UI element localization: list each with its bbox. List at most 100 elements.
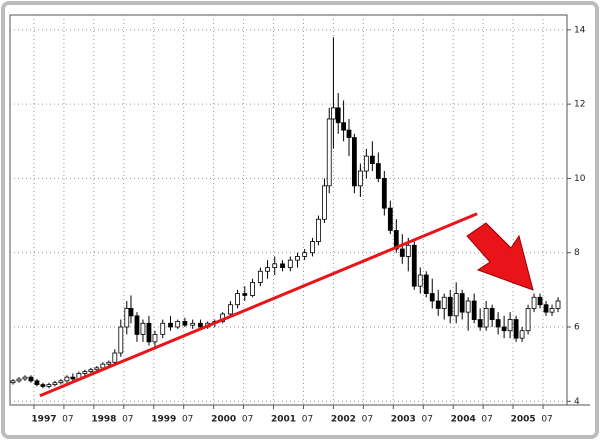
candle-body — [52, 382, 58, 385]
candle-body — [100, 363, 106, 369]
candle-body — [537, 296, 543, 306]
candle-body — [106, 361, 112, 365]
y-tick-label: 8 — [574, 248, 580, 258]
candle-body — [118, 326, 124, 354]
candle-body — [22, 376, 28, 380]
candle-body — [265, 267, 270, 272]
x-tick-label: 1997 — [31, 415, 56, 425]
candle-body — [272, 263, 278, 268]
x-tick-label: 07 — [362, 415, 373, 425]
candle-body — [465, 300, 471, 313]
candle-body — [429, 293, 435, 302]
x-tick-label: 07 — [122, 415, 133, 425]
candle-body — [471, 300, 477, 320]
candle-body — [198, 322, 203, 328]
candle-body — [441, 296, 447, 309]
candle-body — [280, 263, 285, 268]
candle-body — [58, 380, 64, 384]
candle-body — [310, 241, 315, 254]
y-tick-label: 10 — [574, 174, 586, 184]
y-tick-label: 4 — [574, 397, 580, 407]
candle-body — [341, 122, 347, 131]
candle-body — [399, 248, 405, 257]
candle-body — [351, 137, 357, 187]
candle-body — [112, 352, 118, 363]
candle-body — [459, 293, 465, 313]
candle-body — [168, 322, 173, 328]
candle-body — [331, 107, 336, 120]
x-tick-label: 2005 — [511, 415, 536, 425]
x-tick-label: 2003 — [391, 415, 416, 425]
candle-body — [28, 376, 34, 382]
candle-body — [316, 218, 321, 242]
candle-body — [519, 330, 525, 339]
x-tick-label: 2000 — [211, 415, 236, 425]
candle-body — [46, 384, 52, 387]
candle-body — [381, 178, 387, 209]
candle-body — [228, 304, 233, 315]
candle-body — [501, 326, 507, 332]
candle-body — [411, 244, 417, 287]
candle-body — [405, 244, 411, 257]
candle-body — [182, 321, 188, 326]
x-tick-label: 07 — [541, 415, 552, 425]
candle-body — [82, 371, 88, 374]
y-tick-label: 12 — [574, 100, 585, 110]
x-tick-label: 07 — [422, 415, 433, 425]
plot-area — [9, 14, 568, 406]
x-tick-label: 2002 — [331, 415, 356, 425]
candle-body — [435, 300, 441, 309]
candle-body — [190, 322, 196, 326]
candle-body — [477, 319, 483, 328]
candle-body — [555, 300, 561, 309]
candle-body — [257, 270, 263, 283]
candle-body — [453, 293, 459, 317]
candle-body — [495, 319, 501, 328]
candle-body — [235, 293, 240, 306]
x-tick-label: 07 — [481, 415, 492, 425]
candle-body — [447, 296, 453, 317]
y-tick-label: 6 — [574, 323, 580, 333]
candle-body — [295, 256, 300, 261]
candle-body — [357, 170, 363, 187]
candle-body — [363, 155, 369, 172]
candle-body — [346, 129, 352, 138]
candle-body — [160, 322, 166, 335]
candle-body — [543, 304, 549, 313]
candle-body — [375, 163, 381, 179]
candle-body — [549, 308, 555, 313]
candle-body — [70, 376, 76, 380]
x-tick-label: 07 — [62, 415, 73, 425]
candle-body — [16, 378, 22, 382]
candle-body — [140, 322, 146, 335]
candle-body — [322, 185, 327, 220]
candle-body — [507, 319, 513, 332]
candle-body — [250, 282, 255, 296]
candle-body — [128, 308, 134, 317]
x-tick-label: 2004 — [451, 415, 476, 425]
candle-body — [531, 296, 537, 309]
candle-body — [423, 274, 429, 294]
candle-body — [302, 252, 308, 257]
candle-body — [489, 308, 495, 320]
candle-body — [387, 207, 393, 231]
x-tick-label: 07 — [182, 415, 193, 425]
candle-body — [152, 334, 158, 343]
candle-body — [134, 315, 140, 335]
x-tick-label: 1998 — [91, 415, 116, 425]
candle-body — [417, 274, 423, 287]
candle-body — [175, 321, 181, 328]
trendline — [39, 212, 478, 398]
candle-body — [393, 230, 399, 250]
candle-body — [88, 369, 94, 372]
x-tick-label: 2001 — [271, 415, 296, 425]
candle-body — [513, 319, 519, 339]
x-tick-label: 1999 — [151, 415, 176, 425]
candle-body — [146, 322, 152, 343]
candle-body — [124, 308, 130, 328]
y-tick-label: 14 — [574, 25, 586, 35]
candle-body — [326, 118, 332, 187]
candle-body — [64, 376, 70, 382]
candle-body — [40, 384, 46, 387]
candle-body — [335, 107, 341, 124]
